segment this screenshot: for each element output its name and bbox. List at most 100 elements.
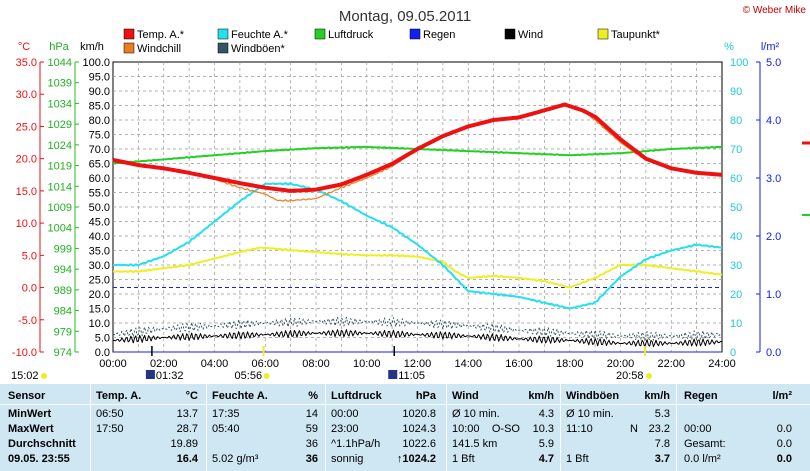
legend-label: Taupunkt*	[611, 29, 661, 41]
kmh-tick-label: 5.0	[95, 333, 110, 345]
table-header-divider	[0, 404, 810, 405]
table-divider	[325, 384, 326, 471]
temp-value: 16.4	[176, 453, 198, 465]
legend-swatch	[217, 28, 229, 40]
table-divider	[560, 384, 561, 471]
moon-icon	[145, 370, 155, 379]
time-tick-label: 12:00	[404, 358, 432, 370]
sensor-header: Sensor	[8, 390, 46, 402]
hpa-tick-label: 1044	[48, 57, 72, 69]
legend-label: Luftdruck	[328, 29, 374, 41]
gust-value: 7.8	[654, 438, 670, 450]
time-tick-label: 04:00	[201, 358, 229, 370]
kmh-tick-label: 20.0	[89, 289, 110, 301]
kmh-tick-label: 70.0	[89, 144, 110, 156]
rain-info: 0.0 l/m²	[684, 453, 721, 465]
percent-tick-label: 10	[730, 318, 742, 330]
pressure-value: 1020.8	[402, 408, 436, 420]
kmh-tick-label: 75.0	[89, 130, 110, 142]
rain-value: 0.0	[776, 453, 792, 465]
percent-tick-label: 90	[730, 86, 742, 98]
humidity-header: Feuchte A.	[212, 390, 268, 402]
gust-direction: N	[630, 423, 638, 435]
rain-value: 0.0	[776, 423, 792, 435]
weather-chart: Montag, 09.05.2011 © Weber Mike Temp. A.*…	[11, 5, 810, 382]
time-tick-label: 22:00	[657, 358, 685, 370]
pressure-header: Luftdruck	[331, 390, 382, 402]
time-tick-label: 14:00	[454, 358, 482, 370]
rain-value: 0.0	[776, 438, 792, 450]
row-label: Durchschnitt	[8, 438, 76, 450]
legend-swatch	[314, 28, 326, 40]
gust-value: 23.2	[648, 423, 670, 435]
temp-unit-header: °C	[185, 390, 198, 402]
percent-tick-label: 70	[730, 144, 742, 156]
gust-series	[112, 316, 723, 342]
celsius-tick-label: -5.0	[18, 315, 37, 327]
hpa-unit: hPa	[49, 41, 69, 53]
hpa-tick-label: 1009	[48, 202, 72, 214]
percent-tick-label: 50	[730, 202, 742, 214]
celsius-unit: °C	[18, 41, 30, 53]
celsius-tick-label: 10.0	[16, 218, 37, 230]
humidity-value: 59	[305, 423, 318, 435]
hpa-tick-label: 999	[54, 243, 72, 255]
stats-table: Sensor Temp. A. °C Feuchte A.% Luftdruck hPa W…	[0, 384, 810, 471]
sun-icon	[41, 373, 47, 379]
row-label: MaxWert	[8, 423, 54, 435]
legend-label: Wind	[518, 29, 543, 41]
percent-tick-label: 80	[730, 115, 742, 127]
legend-label: Windböen*	[231, 43, 286, 55]
legend-swatch	[123, 42, 135, 54]
time-tick-label: 24:00	[708, 358, 736, 370]
moonrise-label: 01:32	[156, 370, 184, 382]
humidity-time: 5.02 g/m³	[212, 453, 259, 465]
pressure-time: 23:00	[331, 423, 359, 435]
percent-tick-label: 30	[730, 260, 742, 272]
kmh-tick-label: 100.0	[82, 57, 110, 69]
humidity-unit-header: %	[308, 390, 318, 402]
gust-unit-header: km/h	[644, 390, 670, 402]
pressure-value: 1024.3	[402, 423, 436, 435]
sun-icon	[646, 373, 653, 379]
wind-value: 10.3	[532, 423, 554, 435]
kmh-tick-label: 25.0	[89, 275, 110, 287]
temp-value: 19.89	[170, 438, 198, 450]
moonset-label: 11:05	[398, 370, 425, 382]
hpa-tick-label: 994	[54, 264, 72, 276]
wind-value: 5.9	[538, 438, 554, 450]
celsius-tick-label: 15.0	[16, 186, 37, 198]
hpa-tick-label: 1024	[48, 140, 72, 152]
percent-tick-label: 60	[730, 173, 742, 185]
time-tick-label: 20:00	[607, 358, 635, 370]
temp-header: Temp. A.	[96, 390, 142, 402]
pressure-unit-header: hPa	[415, 390, 436, 402]
kmh-tick-label: 15.0	[89, 304, 110, 316]
sun-icon	[263, 373, 270, 379]
legend-label: Windchill	[137, 43, 181, 55]
gust-info: Ø 10 min.	[566, 408, 614, 420]
hpa-tick-label: 1004	[48, 223, 72, 235]
table-divider	[446, 384, 447, 471]
celsius-tick-label: 20.0	[16, 154, 37, 166]
kmh-tick-label: 50.0	[89, 202, 110, 214]
wind-value: 4.3	[538, 408, 554, 420]
legend-label: Feuchte A.*	[231, 29, 289, 41]
temp-series	[112, 102, 723, 193]
row-label: 09.05. 23:55	[8, 453, 70, 465]
percent-tick-label: 0	[730, 347, 736, 359]
wind-value: 4.7	[538, 453, 554, 465]
celsius-tick-label: 35.0	[16, 57, 37, 69]
rain-info: 00:00	[684, 423, 712, 435]
kmh-tick-label: 55.0	[89, 188, 110, 200]
moon-icon	[388, 370, 398, 379]
copyright-label: © Weber Mike	[743, 5, 807, 16]
percent-tick-label: 100	[730, 57, 748, 69]
left-time-label: 15:02	[11, 370, 39, 382]
gust-info: 1 Bft	[566, 453, 589, 465]
legend-label: Regen	[423, 29, 455, 41]
row-label: MinWert	[8, 408, 52, 420]
time-tick-label: 02:00	[150, 358, 178, 370]
table-divider	[90, 384, 91, 471]
legend-swatch	[597, 28, 609, 40]
